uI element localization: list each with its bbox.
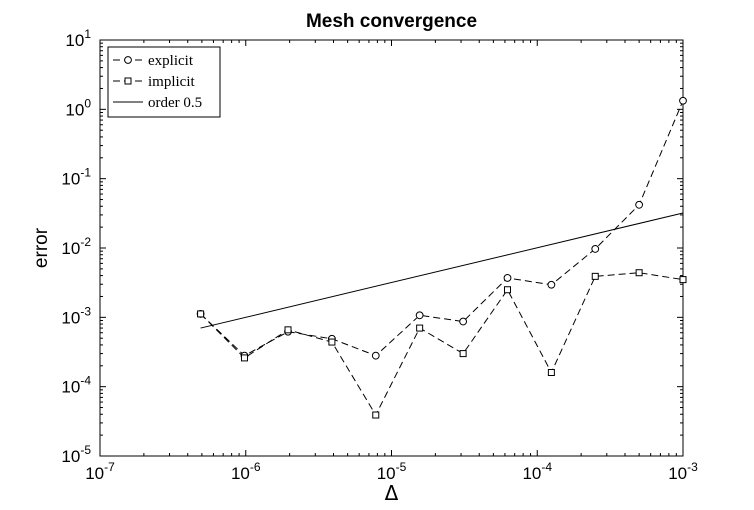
data-point-implicit: [635, 269, 643, 277]
data-point-explicit: [371, 351, 380, 360]
data-point-implicit: [240, 354, 248, 362]
data-point-implicit: [416, 324, 424, 332]
data-point-implicit: [547, 369, 555, 377]
data-point-explicit: [415, 311, 424, 320]
axis-ticks: 10-7 10-6 10-5 10-4 10-3 10-5 10-4 10-3 10-2 10-1…: [61, 27, 698, 483]
series-order-0-5: [200, 212, 684, 329]
y-tick-label: 100: [65, 96, 91, 119]
x-axis-label: Δ: [385, 481, 399, 505]
legend-label-implicit: implicit: [148, 74, 195, 90]
data-point-explicit: [503, 274, 512, 282]
data-point-explicit: [547, 280, 556, 289]
series-line-implicit: [200, 272, 684, 417]
y-tick-label: 10-4: [61, 374, 91, 397]
data-point-implicit: [503, 286, 511, 294]
data-point-explicit: [459, 317, 468, 326]
y-tick-label: 101: [65, 27, 91, 50]
series-group: [196, 96, 687, 419]
x-tick-label: 10-3: [668, 460, 698, 483]
y-tick-label: 10-3: [61, 304, 91, 327]
data-point-implicit: [459, 350, 467, 358]
legend: explicit implicit order 0.5: [107, 46, 221, 118]
y-axis-label: error: [31, 227, 52, 268]
data-point-implicit: [197, 310, 205, 318]
y-tick-label: 10-5: [61, 443, 91, 466]
x-tick-label: 10-4: [522, 460, 552, 483]
x-tick-label: 10-6: [231, 460, 261, 483]
y-tick-label: 10-1: [61, 166, 91, 189]
x-tick-label: 10-5: [377, 460, 407, 483]
data-point-explicit: [591, 245, 600, 253]
data-point-implicit: [679, 276, 687, 284]
legend-label-explicit: explicit: [148, 53, 194, 69]
series-line-order-0-5: [200, 212, 684, 329]
data-point-explicit: [635, 200, 644, 209]
x-tick-label: 10-7: [85, 460, 115, 483]
y-tick-label: 10-2: [61, 235, 91, 258]
data-point-implicit: [284, 326, 292, 334]
series-implicit: [197, 269, 687, 419]
series-line-explicit: [200, 100, 684, 357]
legend-label-order-0-5: order 0.5: [148, 95, 202, 111]
legend-marker-implicit: [124, 77, 132, 85]
data-point-explicit: [679, 96, 687, 105]
data-point-implicit: [591, 272, 599, 280]
legend-marker-explicit: [124, 56, 132, 64]
chart-title: Mesh convergence: [306, 11, 477, 32]
data-point-implicit: [328, 338, 336, 346]
data-point-implicit: [372, 411, 380, 419]
